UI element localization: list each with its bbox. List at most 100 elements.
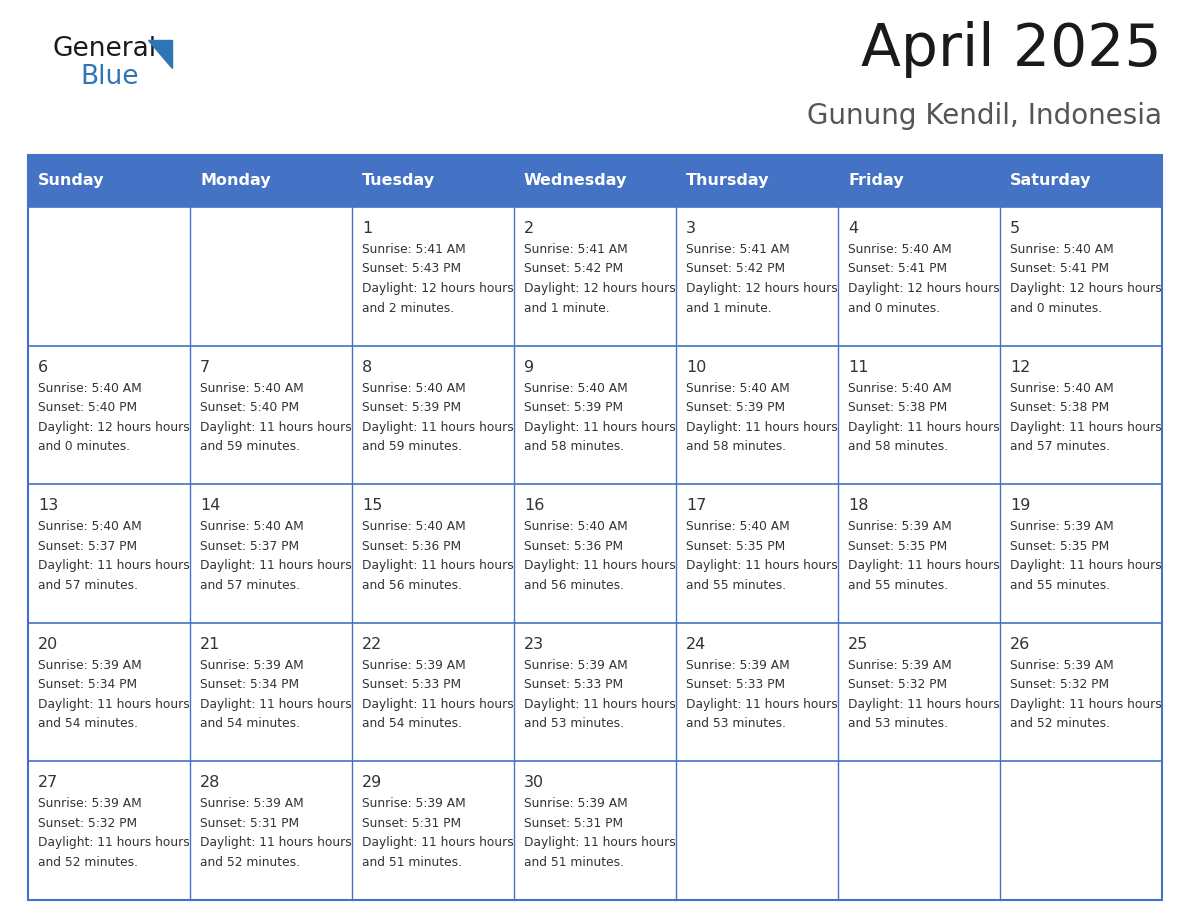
Text: Sunset: 5:39 PM: Sunset: 5:39 PM [362, 401, 461, 414]
Text: General: General [52, 36, 156, 62]
Text: 20: 20 [38, 637, 58, 652]
Text: Sunrise: 5:41 AM: Sunrise: 5:41 AM [362, 243, 466, 256]
Text: Sunrise: 5:39 AM: Sunrise: 5:39 AM [38, 659, 141, 672]
Text: Sunrise: 5:40 AM: Sunrise: 5:40 AM [362, 382, 466, 395]
Text: Wednesday: Wednesday [524, 174, 627, 188]
Text: Sunset: 5:42 PM: Sunset: 5:42 PM [524, 263, 624, 275]
Text: Sunrise: 5:39 AM: Sunrise: 5:39 AM [362, 659, 466, 672]
Text: Thursday: Thursday [685, 174, 770, 188]
Text: and 1 minute.: and 1 minute. [685, 301, 772, 315]
Polygon shape [148, 40, 172, 68]
Text: and 53 minutes.: and 53 minutes. [524, 717, 624, 731]
Text: Daylight: 11 hours hours: Daylight: 11 hours hours [362, 559, 513, 572]
Text: Daylight: 11 hours hours: Daylight: 11 hours hours [524, 420, 676, 433]
Text: Sunrise: 5:39 AM: Sunrise: 5:39 AM [1010, 521, 1114, 533]
Text: Daylight: 11 hours hours: Daylight: 11 hours hours [685, 698, 838, 711]
Text: and 55 minutes.: and 55 minutes. [848, 578, 948, 592]
Text: and 2 minutes.: and 2 minutes. [362, 301, 454, 315]
Text: Sunrise: 5:39 AM: Sunrise: 5:39 AM [200, 798, 304, 811]
Text: Sunset: 5:33 PM: Sunset: 5:33 PM [685, 678, 785, 691]
Text: Sunrise: 5:40 AM: Sunrise: 5:40 AM [848, 243, 952, 256]
Text: 1: 1 [362, 221, 372, 236]
Text: and 54 minutes.: and 54 minutes. [38, 717, 138, 731]
Text: and 55 minutes.: and 55 minutes. [1010, 578, 1110, 592]
Text: 21: 21 [200, 637, 221, 652]
Text: and 58 minutes.: and 58 minutes. [848, 440, 948, 453]
Text: and 57 minutes.: and 57 minutes. [1010, 440, 1110, 453]
Text: Daylight: 12 hours hours: Daylight: 12 hours hours [1010, 282, 1162, 295]
Text: Daylight: 11 hours hours: Daylight: 11 hours hours [848, 698, 1000, 711]
Text: Sunset: 5:36 PM: Sunset: 5:36 PM [362, 540, 461, 553]
Text: Sunset: 5:35 PM: Sunset: 5:35 PM [685, 540, 785, 553]
Text: Daylight: 11 hours hours: Daylight: 11 hours hours [362, 836, 513, 849]
Text: 3: 3 [685, 221, 696, 236]
Text: Sunset: 5:39 PM: Sunset: 5:39 PM [524, 401, 624, 414]
Text: Sunrise: 5:40 AM: Sunrise: 5:40 AM [362, 521, 466, 533]
Text: 22: 22 [362, 637, 383, 652]
Text: Sunset: 5:32 PM: Sunset: 5:32 PM [38, 817, 137, 830]
Text: 6: 6 [38, 360, 49, 375]
Text: and 51 minutes.: and 51 minutes. [524, 856, 624, 869]
Text: Sunset: 5:31 PM: Sunset: 5:31 PM [524, 817, 624, 830]
Text: Daylight: 11 hours hours: Daylight: 11 hours hours [848, 420, 1000, 433]
Text: Sunrise: 5:39 AM: Sunrise: 5:39 AM [362, 798, 466, 811]
Text: Sunrise: 5:39 AM: Sunrise: 5:39 AM [1010, 659, 1114, 672]
Text: Sunrise: 5:40 AM: Sunrise: 5:40 AM [38, 521, 141, 533]
Text: Sunrise: 5:41 AM: Sunrise: 5:41 AM [685, 243, 790, 256]
Text: 17: 17 [685, 498, 707, 513]
Text: and 54 minutes.: and 54 minutes. [200, 717, 301, 731]
Text: Sunset: 5:41 PM: Sunset: 5:41 PM [1010, 263, 1110, 275]
Text: 19: 19 [1010, 498, 1030, 513]
Text: 18: 18 [848, 498, 868, 513]
Text: 11: 11 [848, 360, 868, 375]
Text: and 52 minutes.: and 52 minutes. [1010, 717, 1110, 731]
Text: and 0 minutes.: and 0 minutes. [848, 301, 940, 315]
Text: Sunrise: 5:40 AM: Sunrise: 5:40 AM [848, 382, 952, 395]
Text: Daylight: 11 hours hours: Daylight: 11 hours hours [362, 698, 513, 711]
Text: Daylight: 12 hours hours: Daylight: 12 hours hours [848, 282, 1000, 295]
Text: Sunset: 5:35 PM: Sunset: 5:35 PM [848, 540, 947, 553]
Bar [29, 155, 1162, 900]
Text: Daylight: 12 hours hours: Daylight: 12 hours hours [685, 282, 838, 295]
Text: Sunrise: 5:40 AM: Sunrise: 5:40 AM [524, 521, 627, 533]
Text: and 55 minutes.: and 55 minutes. [685, 578, 786, 592]
Text: Sunset: 5:37 PM: Sunset: 5:37 PM [38, 540, 137, 553]
Text: 14: 14 [200, 498, 221, 513]
Text: and 58 minutes.: and 58 minutes. [685, 440, 786, 453]
Text: Saturday: Saturday [1010, 174, 1092, 188]
Text: Sunrise: 5:40 AM: Sunrise: 5:40 AM [685, 521, 790, 533]
Text: and 57 minutes.: and 57 minutes. [200, 578, 301, 592]
Text: 4: 4 [848, 221, 858, 236]
Text: 8: 8 [362, 360, 372, 375]
Text: Daylight: 11 hours hours: Daylight: 11 hours hours [200, 420, 352, 433]
Text: Sunrise: 5:39 AM: Sunrise: 5:39 AM [848, 521, 952, 533]
Text: 27: 27 [38, 776, 58, 790]
Text: 2: 2 [524, 221, 535, 236]
Text: Daylight: 11 hours hours: Daylight: 11 hours hours [1010, 559, 1162, 572]
Text: 26: 26 [1010, 637, 1030, 652]
Text: Sunset: 5:31 PM: Sunset: 5:31 PM [362, 817, 461, 830]
Text: Sunset: 5:40 PM: Sunset: 5:40 PM [200, 401, 299, 414]
Text: Sunrise: 5:40 AM: Sunrise: 5:40 AM [1010, 243, 1114, 256]
Text: and 56 minutes.: and 56 minutes. [524, 578, 624, 592]
Text: 15: 15 [362, 498, 383, 513]
Text: April 2025: April 2025 [861, 21, 1162, 78]
Text: and 51 minutes.: and 51 minutes. [362, 856, 462, 869]
Text: Sunrise: 5:40 AM: Sunrise: 5:40 AM [685, 382, 790, 395]
Text: and 54 minutes.: and 54 minutes. [362, 717, 462, 731]
Text: 12: 12 [1010, 360, 1030, 375]
Text: and 52 minutes.: and 52 minutes. [38, 856, 138, 869]
Text: Sunset: 5:31 PM: Sunset: 5:31 PM [200, 817, 299, 830]
Text: Daylight: 11 hours hours: Daylight: 11 hours hours [524, 559, 676, 572]
Text: Sunrise: 5:39 AM: Sunrise: 5:39 AM [38, 798, 141, 811]
Text: Daylight: 11 hours hours: Daylight: 11 hours hours [362, 420, 513, 433]
Text: Sunday: Sunday [38, 174, 105, 188]
Text: Sunset: 5:38 PM: Sunset: 5:38 PM [1010, 401, 1110, 414]
Text: and 53 minutes.: and 53 minutes. [848, 717, 948, 731]
Text: Daylight: 12 hours hours: Daylight: 12 hours hours [524, 282, 676, 295]
Text: 24: 24 [685, 637, 706, 652]
Text: and 59 minutes.: and 59 minutes. [362, 440, 462, 453]
Text: Daylight: 11 hours hours: Daylight: 11 hours hours [200, 559, 352, 572]
Text: 23: 23 [524, 637, 544, 652]
Text: Daylight: 11 hours hours: Daylight: 11 hours hours [685, 420, 838, 433]
